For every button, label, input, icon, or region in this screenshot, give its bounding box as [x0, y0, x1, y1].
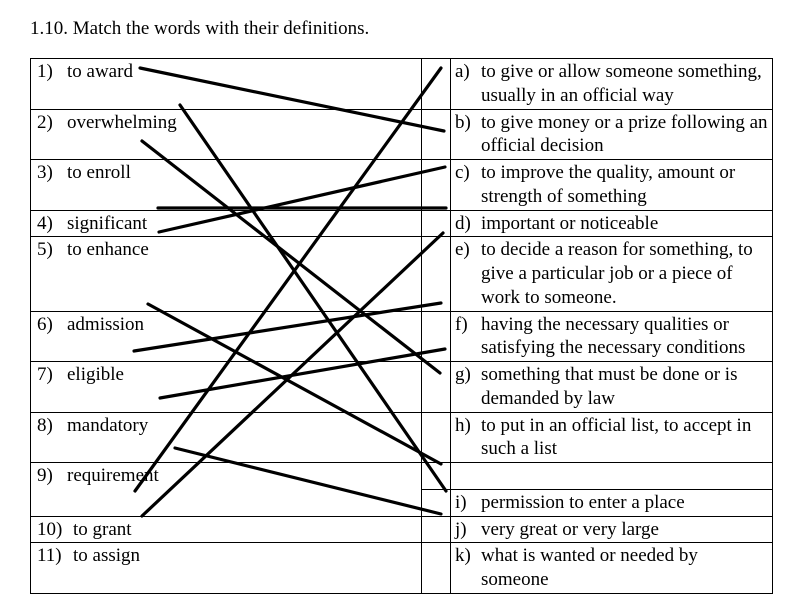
def-label: e) — [455, 238, 481, 262]
def-cell: k)what is wanted or needed by someone — [451, 543, 773, 594]
def-cell: b)to give money or a prize following an … — [451, 109, 773, 160]
spacer-cell — [422, 160, 451, 211]
def-label: k) — [455, 544, 481, 568]
table-row: 10)to grant j)very great or very large — [31, 516, 773, 543]
word-num: 11) — [37, 544, 73, 568]
def-cell: h)to put in an official list, to accept … — [451, 412, 773, 463]
word-num: 2) — [37, 111, 67, 135]
spacer-cell — [422, 463, 451, 490]
def-cell: i)permission to enter a place — [451, 489, 773, 516]
spacer-cell — [422, 109, 451, 160]
def-text: important or noticeable — [481, 212, 768, 236]
def-label: c) — [455, 161, 481, 185]
word-text: to enhance — [67, 239, 149, 260]
word-cell: 3)to enroll — [31, 160, 422, 211]
word-num: 7) — [37, 363, 67, 387]
word-text: to enroll — [67, 162, 131, 183]
table-row: 11)to assign k)what is wanted or needed … — [31, 543, 773, 594]
word-cell: 2)overwhelming — [31, 109, 422, 160]
word-text: admission — [67, 314, 144, 335]
word-text: significant — [67, 213, 147, 234]
exercise-title: 1.10. Match the words with their definit… — [30, 18, 369, 40]
word-cell: 1)to award — [31, 59, 422, 110]
word-text: to award — [67, 61, 133, 82]
def-cell: g)something that must be done or is dema… — [451, 362, 773, 413]
def-text: permission to enter a place — [481, 491, 768, 515]
word-cell: 5)to enhance — [31, 237, 422, 311]
def-label: a) — [455, 60, 481, 84]
word-cell: 4)significant — [31, 210, 422, 237]
def-cell: j)very great or very large — [451, 516, 773, 543]
spacer-cell — [422, 210, 451, 237]
def-cell: a)to give or allow someone something, us… — [451, 59, 773, 110]
word-num: 4) — [37, 212, 67, 236]
def-label: g) — [455, 363, 481, 387]
def-label: h) — [455, 414, 481, 438]
def-cell: c)to improve the quality, amount or stre… — [451, 160, 773, 211]
def-cell-empty — [451, 463, 773, 490]
def-text: having the necessary qualities or satisf… — [481, 313, 768, 361]
word-text: to grant — [73, 519, 132, 540]
word-num: 6) — [37, 313, 67, 337]
def-label: d) — [455, 212, 481, 236]
word-num: 1) — [37, 60, 67, 84]
def-label: b) — [455, 111, 481, 135]
def-label: i) — [455, 491, 481, 515]
def-text: to give or allow someone something, usua… — [481, 60, 768, 108]
word-num: 10) — [37, 518, 73, 542]
table-row: 4)significant d)important or noticeable — [31, 210, 773, 237]
word-cell: 9)requirement — [31, 463, 422, 517]
word-text: eligible — [67, 364, 124, 385]
word-num: 5) — [37, 238, 67, 262]
spacer-cell — [422, 489, 451, 516]
word-text: overwhelming — [67, 112, 177, 133]
def-cell: d)important or noticeable — [451, 210, 773, 237]
def-text: to decide a reason for something, to giv… — [481, 238, 768, 309]
spacer-cell — [422, 543, 451, 594]
def-text: to improve the quality, amount or streng… — [481, 161, 768, 209]
word-cell: 11)to assign — [31, 543, 422, 594]
spacer-cell — [422, 311, 451, 362]
word-num: 8) — [37, 414, 67, 438]
word-cell: 7)eligible — [31, 362, 422, 413]
match-table: 1)to award a)to give or allow someone so… — [30, 58, 773, 594]
def-label: j) — [455, 518, 481, 542]
def-label: f) — [455, 313, 481, 337]
spacer-cell — [422, 59, 451, 110]
spacer-cell — [422, 516, 451, 543]
def-text: to put in an official list, to accept in… — [481, 414, 768, 462]
spacer-cell — [422, 237, 451, 311]
word-cell: 6)admission — [31, 311, 422, 362]
def-cell: f)having the necessary qualities or sati… — [451, 311, 773, 362]
table-row: 9)requirement — [31, 463, 773, 490]
def-text: something that must be done or is demand… — [481, 363, 768, 411]
word-num: 9) — [37, 464, 67, 488]
def-text: what is wanted or needed by someone — [481, 544, 768, 592]
spacer-cell — [422, 412, 451, 463]
spacer-cell — [422, 362, 451, 413]
match-table-wrapper: 1)to award a)to give or allow someone so… — [30, 58, 772, 594]
def-text: to give money or a prize following an of… — [481, 111, 768, 159]
def-cell: e)to decide a reason for something, to g… — [451, 237, 773, 311]
word-text: requirement — [67, 465, 159, 486]
word-text: to assign — [73, 545, 140, 566]
word-text: mandatory — [67, 415, 148, 436]
def-text: very great or very large — [481, 518, 768, 542]
word-num: 3) — [37, 161, 67, 185]
word-cell: 10)to grant — [31, 516, 422, 543]
word-cell: 8)mandatory — [31, 412, 422, 463]
